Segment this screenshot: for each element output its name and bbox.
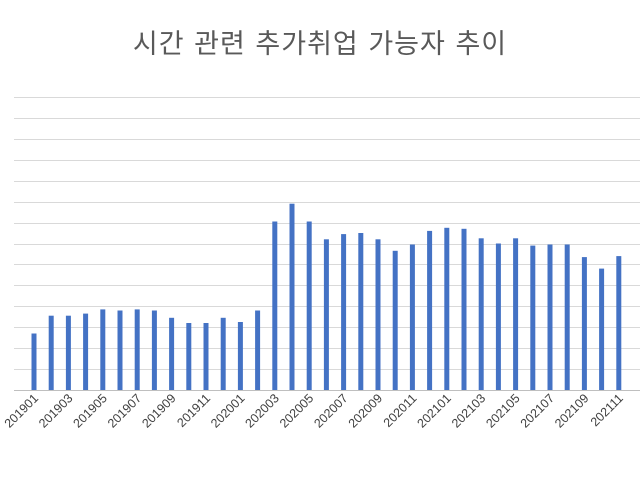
- x-tick-label: 201909: [139, 391, 178, 430]
- bar-201912: [220, 317, 226, 390]
- x-tick-label: 201903: [36, 391, 75, 430]
- bar-202006: [323, 239, 329, 390]
- bar-202009: [375, 239, 381, 390]
- bar-202105: [513, 238, 519, 390]
- bar-202110: [599, 268, 605, 390]
- x-tick-label: 201911: [174, 391, 213, 430]
- bar-202103: [478, 238, 484, 390]
- bar-202004: [289, 203, 295, 390]
- bar-202102: [461, 228, 467, 390]
- bar-201907: [134, 309, 140, 390]
- x-tick-label: 202109: [552, 391, 591, 430]
- bars: [31, 203, 622, 390]
- bar-202012: [427, 230, 433, 390]
- bar-202010: [392, 250, 398, 390]
- bar-201909: [169, 317, 175, 390]
- x-tick-label: 202111: [588, 391, 626, 429]
- x-tick-label: 201905: [71, 391, 110, 430]
- x-tick-label: 202009: [346, 391, 385, 430]
- x-tick-label: 202005: [277, 391, 316, 430]
- x-tick-label: 202107: [518, 391, 557, 430]
- bar-202002: [255, 310, 261, 390]
- bar-202108: [564, 244, 570, 390]
- chart-title: 시간 관련 추가취업 가능자 추이: [132, 29, 508, 60]
- bar-202007: [341, 234, 347, 390]
- bar-201903: [65, 315, 71, 390]
- x-tick-label: 202101: [415, 391, 454, 430]
- bar-201911: [203, 323, 209, 390]
- bar-202111: [616, 256, 622, 390]
- bar-202109: [581, 257, 587, 390]
- bar-202003: [272, 221, 278, 390]
- bar-202005: [306, 221, 312, 390]
- x-tick-label: 202003: [243, 391, 282, 430]
- bar-202011: [409, 244, 415, 390]
- bar-202001: [237, 322, 243, 390]
- bar-202107: [547, 244, 553, 390]
- x-tick-label: 202007: [311, 391, 350, 430]
- bar-201908: [151, 310, 157, 390]
- x-tick-label: 201907: [105, 391, 144, 430]
- bar-202101: [444, 227, 450, 390]
- bar-201910: [186, 323, 192, 390]
- x-tick-label: 201901: [2, 391, 41, 430]
- x-tick-label: 202011: [381, 391, 420, 430]
- x-tick-label: 202001: [208, 391, 247, 430]
- x-tick-label: 202103: [449, 391, 488, 430]
- x-axis-ticks: 2019012019032019052019072019092019112020…: [2, 391, 626, 430]
- bar-202104: [495, 243, 501, 390]
- bar-201905: [100, 309, 106, 390]
- x-tick-label: 202105: [483, 391, 522, 430]
- bar-201901: [31, 333, 37, 390]
- bar-201904: [83, 313, 89, 390]
- bar-202106: [530, 245, 536, 390]
- bar-202008: [358, 233, 364, 390]
- bar-201906: [117, 310, 123, 390]
- bar-201902: [48, 315, 54, 390]
